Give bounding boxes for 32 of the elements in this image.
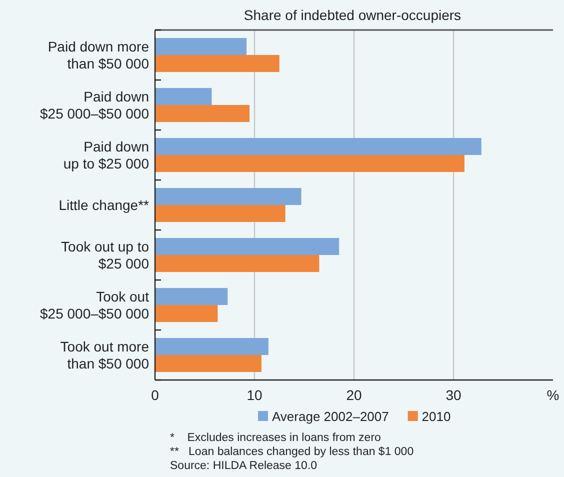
y-tick-label: Little change**	[58, 197, 150, 213]
bar	[155, 138, 482, 155]
y-tick-label: Took out up to $25 000	[61, 238, 150, 272]
bar	[155, 38, 247, 55]
x-tick-label: %	[546, 387, 560, 403]
bar	[155, 338, 268, 355]
y-tick-label: Paid down up to $25 000	[63, 138, 150, 172]
bar	[155, 255, 320, 272]
x-tick-label: 20	[346, 387, 362, 403]
text: * Excludes increases in loans from zero	[170, 432, 381, 444]
bar	[155, 188, 302, 205]
chart-subtitle: Share of indebted owner-occupiers	[244, 7, 462, 23]
y-tick-label: Paid down $25 000–$50 000	[40, 88, 150, 122]
source-note: Source: HILDA Release 10.0	[170, 460, 318, 472]
bar	[155, 238, 340, 255]
y-tick-label: Paid down more than $50 000	[48, 38, 150, 72]
bar	[155, 88, 212, 105]
y-tick-label: Took out $25 000–$50 000	[40, 288, 150, 322]
x-tick-label: 0	[151, 387, 160, 403]
legend-label: 2010	[422, 409, 451, 424]
y-tick-label: Took out more than $50 000	[60, 338, 150, 372]
bar	[155, 55, 280, 72]
x-tick-label: 30	[446, 387, 462, 403]
bar	[155, 155, 464, 172]
bar	[155, 305, 218, 322]
bar	[155, 288, 228, 305]
bar	[155, 205, 286, 222]
legend-label: Average 2002–2007	[272, 409, 389, 424]
bar	[155, 355, 262, 372]
bar	[155, 105, 250, 122]
x-tick-label: 10	[246, 387, 262, 403]
text: ** Loan balances changed by less than $1 000	[170, 446, 414, 458]
